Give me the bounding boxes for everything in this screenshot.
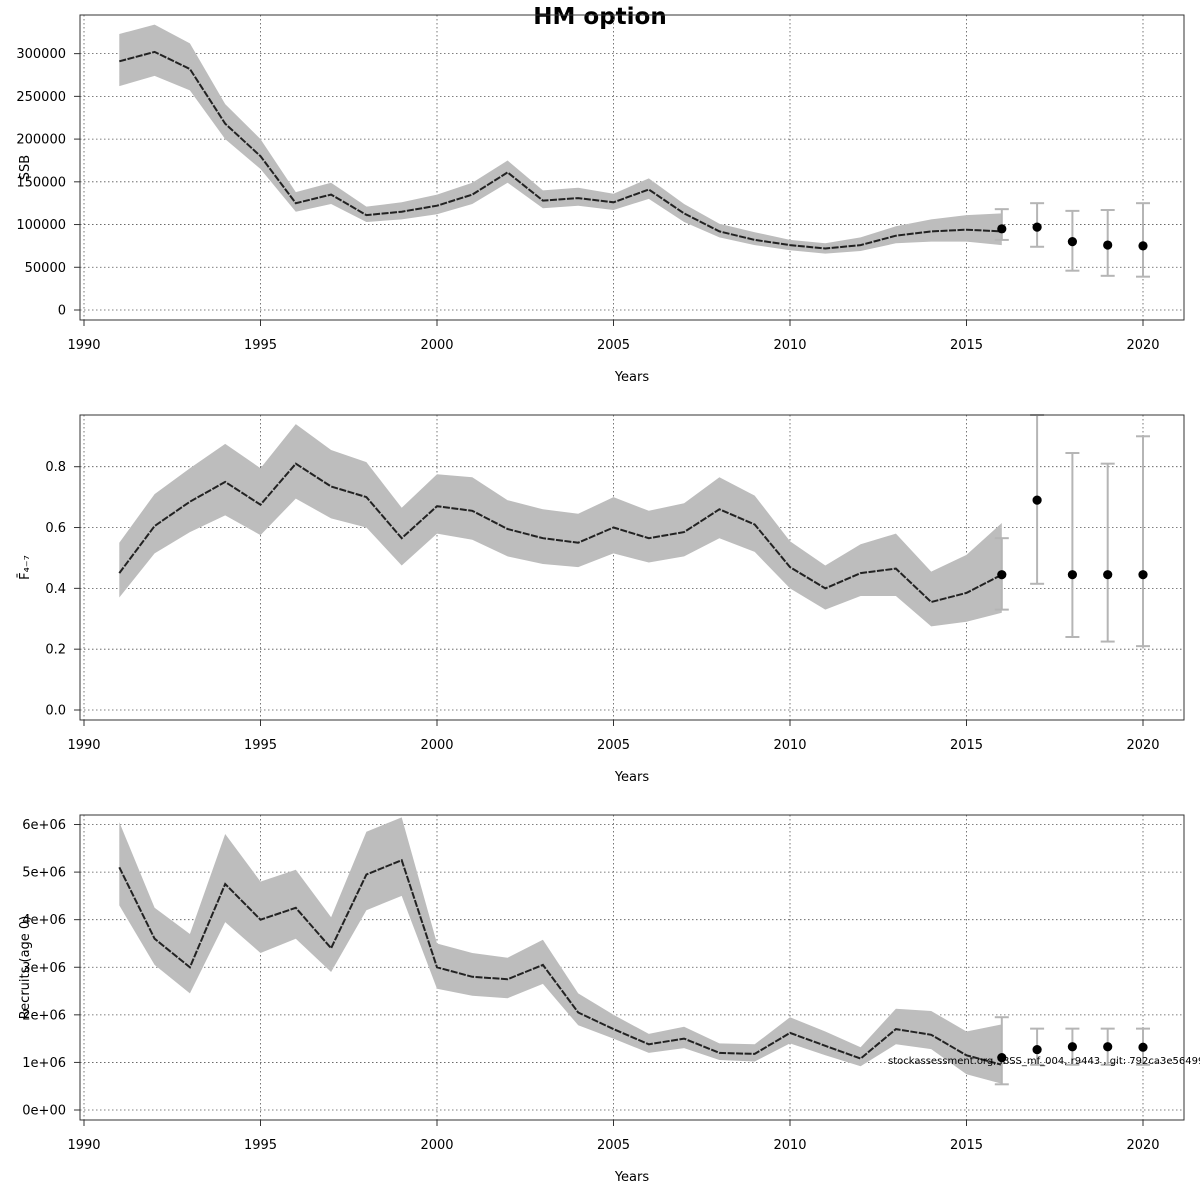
y-tick-label: 300000 — [16, 47, 66, 62]
y-tick-label: 0.2 — [45, 643, 66, 658]
ssb-panel: 1990 1995 2000 2005 2010 2015 2020 0 50000 100000… — [16, 14, 1185, 385]
y-tick-label: 5e+06 — [22, 866, 66, 881]
x-axis-label: Years — [614, 770, 650, 785]
y-axis-label: Recruits (age 0) — [18, 916, 33, 1020]
confidence-band — [119, 24, 1002, 254]
forecast-point — [1138, 241, 1148, 251]
x-tick-label: 1990 — [67, 338, 100, 353]
forecast-point — [1032, 222, 1042, 232]
forecast-point — [1032, 495, 1042, 505]
x-tick-label: 2000 — [420, 738, 453, 753]
forecast-point — [997, 224, 1007, 234]
forecast-point — [1067, 1042, 1077, 1052]
forecast-point — [1138, 570, 1148, 580]
x-tick-label: 2015 — [950, 738, 983, 753]
x-tick-label: 2015 — [950, 338, 983, 353]
y-tick-label: 4e+06 — [22, 913, 66, 928]
x-tick-label: 2005 — [597, 338, 630, 353]
x-axis-label: Years — [614, 370, 650, 385]
y-tick-label: 0.6 — [45, 521, 66, 536]
y-tick-label: 250000 — [16, 90, 66, 105]
x-tick-label: 1995 — [244, 738, 277, 753]
y-tick-label: 200000 — [16, 133, 66, 148]
forecast-point — [1138, 1042, 1148, 1052]
estimate-line — [118, 462, 1003, 604]
x-tick-label: 1995 — [244, 1138, 277, 1153]
x-tick-label: 2005 — [597, 738, 630, 753]
confidence-band — [119, 424, 1002, 627]
x-tick-label: 2000 — [420, 1138, 453, 1153]
estimate-line — [119, 50, 1002, 250]
plot-frame — [79, 14, 1185, 321]
x-tick-label: 1990 — [67, 738, 100, 753]
y-tick-label: 0e+00 — [22, 1104, 66, 1119]
forecast-point — [997, 1053, 1007, 1063]
y-tick-label: 100000 — [16, 218, 66, 233]
source-footnote: stockassessment.org, IBSS_mf_004, r9443 … — [888, 1056, 1200, 1067]
y-axis-label: SSB — [18, 155, 33, 180]
confidence-band — [119, 817, 1002, 1084]
x-tick-label: 1990 — [67, 1138, 100, 1153]
y-tick-label: 1e+06 — [22, 1056, 66, 1071]
forecast-point — [1103, 570, 1113, 580]
x-tick-label: 2010 — [773, 738, 806, 753]
forecast-point — [1103, 1042, 1113, 1052]
x-tick-label: 2005 — [597, 1138, 630, 1153]
x-tick-label: 2020 — [1126, 1138, 1159, 1153]
forecast-point — [997, 570, 1007, 580]
forecast-point — [1103, 240, 1113, 250]
recruits-panel: 1990 1995 2000 2005 2010 2015 2020 0e+00 1e+06 2e… — [18, 814, 1185, 1185]
y-tick-label: 3e+06 — [22, 961, 66, 976]
y-tick-label: 50000 — [25, 261, 66, 276]
x-tick-label: 2020 — [1126, 338, 1159, 353]
figure-title: HM option — [533, 4, 666, 30]
y-tick-label: 150000 — [16, 175, 66, 190]
forecast-point — [1067, 237, 1077, 247]
x-tick-label: 1995 — [244, 338, 277, 353]
forecast-point — [1067, 570, 1077, 580]
plot-frame — [79, 414, 1185, 721]
x-tick-label: 2000 — [420, 338, 453, 353]
x-tick-label: 2020 — [1126, 738, 1159, 753]
y-tick-label: 0.0 — [45, 704, 66, 719]
forecast-point — [1032, 1044, 1042, 1055]
y-tick-label: 0.8 — [45, 460, 66, 475]
fishing-mortality-panel: 1990 1995 2000 2005 2010 2015 2020 0.0 0.2 0.4 0.6… — [18, 414, 1185, 785]
y-axis-label: F̄₄₋₇ — [18, 555, 33, 580]
y-tick-label: 6e+06 — [22, 818, 66, 833]
y-tick-label: 2e+06 — [22, 1008, 66, 1023]
x-tick-label: 2015 — [950, 1138, 983, 1153]
y-tick-label: 0.4 — [45, 582, 66, 597]
x-tick-label: 2010 — [773, 1138, 806, 1153]
estimate-line — [118, 858, 1003, 1066]
y-tick-label: 0 — [58, 304, 66, 319]
x-axis-label: Years — [614, 1170, 650, 1185]
x-tick-label: 2010 — [773, 338, 806, 353]
